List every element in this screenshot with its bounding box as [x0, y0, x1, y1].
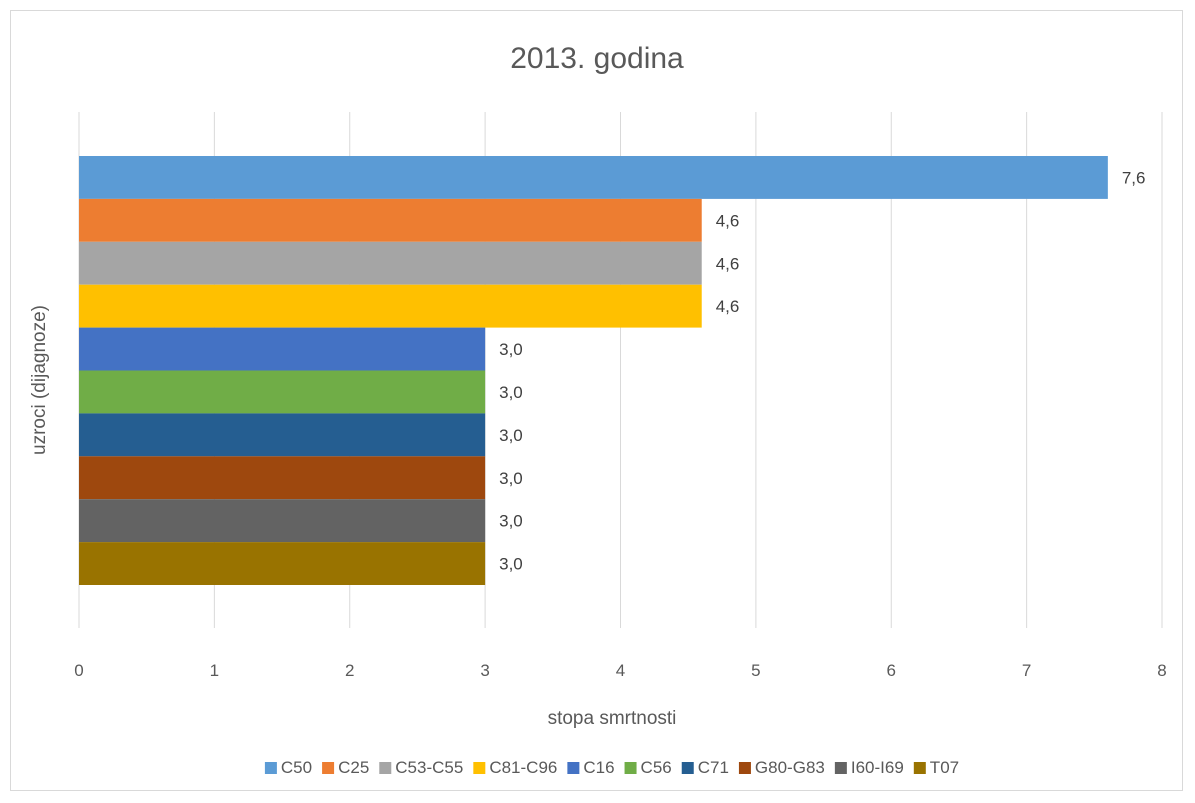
data-label-c81-c96: 4,6 — [716, 297, 740, 316]
legend-swatch — [681, 762, 694, 774]
chart-title: 2013. godina — [510, 42, 684, 75]
legend-swatch — [473, 762, 486, 774]
x-tick-labels: 0 1 2 3 4 5 6 7 8 — [74, 661, 1166, 680]
legend-item-g80-g83: G80-G83 — [738, 758, 825, 777]
legend-label: C71 — [698, 758, 729, 777]
data-label-c16: 3,0 — [499, 340, 523, 359]
legend-item-c71: C71 — [681, 758, 729, 777]
legend-item-i60-i69: I60-I69 — [834, 758, 904, 777]
data-label-c50: 7,6 — [1122, 168, 1146, 187]
legend-swatch — [624, 762, 637, 774]
data-label-t07: 3,0 — [499, 555, 523, 574]
x-tick-label: 5 — [751, 661, 760, 680]
legend-item-t07: T07 — [913, 758, 959, 777]
bar-c50 — [79, 156, 1108, 199]
legend-item-c16: C16 — [567, 758, 615, 777]
data-label-i60-i69: 3,0 — [499, 512, 523, 531]
legend-item-c81-c96: C81-C96 — [473, 758, 557, 777]
x-tick-label: 1 — [210, 661, 219, 680]
x-axis-title: stopa smrtnosti — [548, 708, 677, 729]
bar-c71 — [79, 413, 486, 457]
legend-label: C56 — [641, 758, 672, 777]
legend-item-c53-c55: C53-C55 — [379, 758, 463, 777]
legend-swatch — [264, 762, 277, 774]
x-tick-label: 3 — [480, 661, 489, 680]
legend-label: T07 — [930, 758, 959, 777]
legend-label: C53-C55 — [395, 758, 463, 777]
legend-label: C25 — [338, 758, 369, 777]
bar-c25 — [79, 198, 702, 242]
y-axis-title: uzroci (dijagnoze) — [29, 305, 50, 455]
legend-swatch — [567, 762, 580, 774]
legend-label: G80-G83 — [755, 758, 825, 777]
legend-item-c25: C25 — [322, 758, 369, 777]
bar-c53-c55 — [79, 241, 702, 285]
legend-label: I60-I69 — [851, 758, 904, 777]
data-label-c53-c55: 4,6 — [716, 254, 740, 273]
bar-c56 — [79, 370, 486, 414]
legend-swatch — [379, 762, 392, 774]
legend-label: C81-C96 — [489, 758, 557, 777]
bar-g80-g83 — [79, 456, 486, 500]
bar-t07 — [79, 542, 486, 585]
legend-swatch — [913, 762, 926, 774]
x-tick-label: 7 — [1022, 661, 1031, 680]
bar-c81-c96 — [79, 284, 702, 328]
legend-swatch — [834, 762, 847, 774]
legend-swatch — [322, 762, 335, 774]
x-tick-label: 4 — [616, 661, 625, 680]
x-tick-label: 6 — [887, 661, 896, 680]
legend-item-c56: C56 — [624, 758, 672, 777]
data-label-c25: 4,6 — [716, 211, 740, 230]
bars — [79, 156, 1108, 585]
legend: C50 C25 C53-C55 C81-C96 C16 C56 C71 G80-G83 I60-… — [264, 758, 959, 777]
bar-i60-i69 — [79, 499, 486, 543]
legend-label: C50 — [281, 758, 312, 777]
data-label-c71: 3,0 — [499, 426, 523, 445]
data-label-c56: 3,0 — [499, 383, 523, 402]
x-tick-label: 2 — [345, 661, 354, 680]
x-tick-label: 8 — [1157, 661, 1166, 680]
legend-item-c50: C50 — [264, 758, 312, 777]
legend-label: C16 — [583, 758, 614, 777]
bar-c16 — [79, 327, 486, 371]
data-labels: 7,6 4,6 4,6 4,6 3,0 3,0 3,0 3,0 3,0 3,0 — [499, 168, 1145, 573]
legend-swatch — [738, 762, 751, 774]
data-label-g80-g83: 3,0 — [499, 469, 523, 488]
x-tick-label: 0 — [74, 661, 83, 680]
